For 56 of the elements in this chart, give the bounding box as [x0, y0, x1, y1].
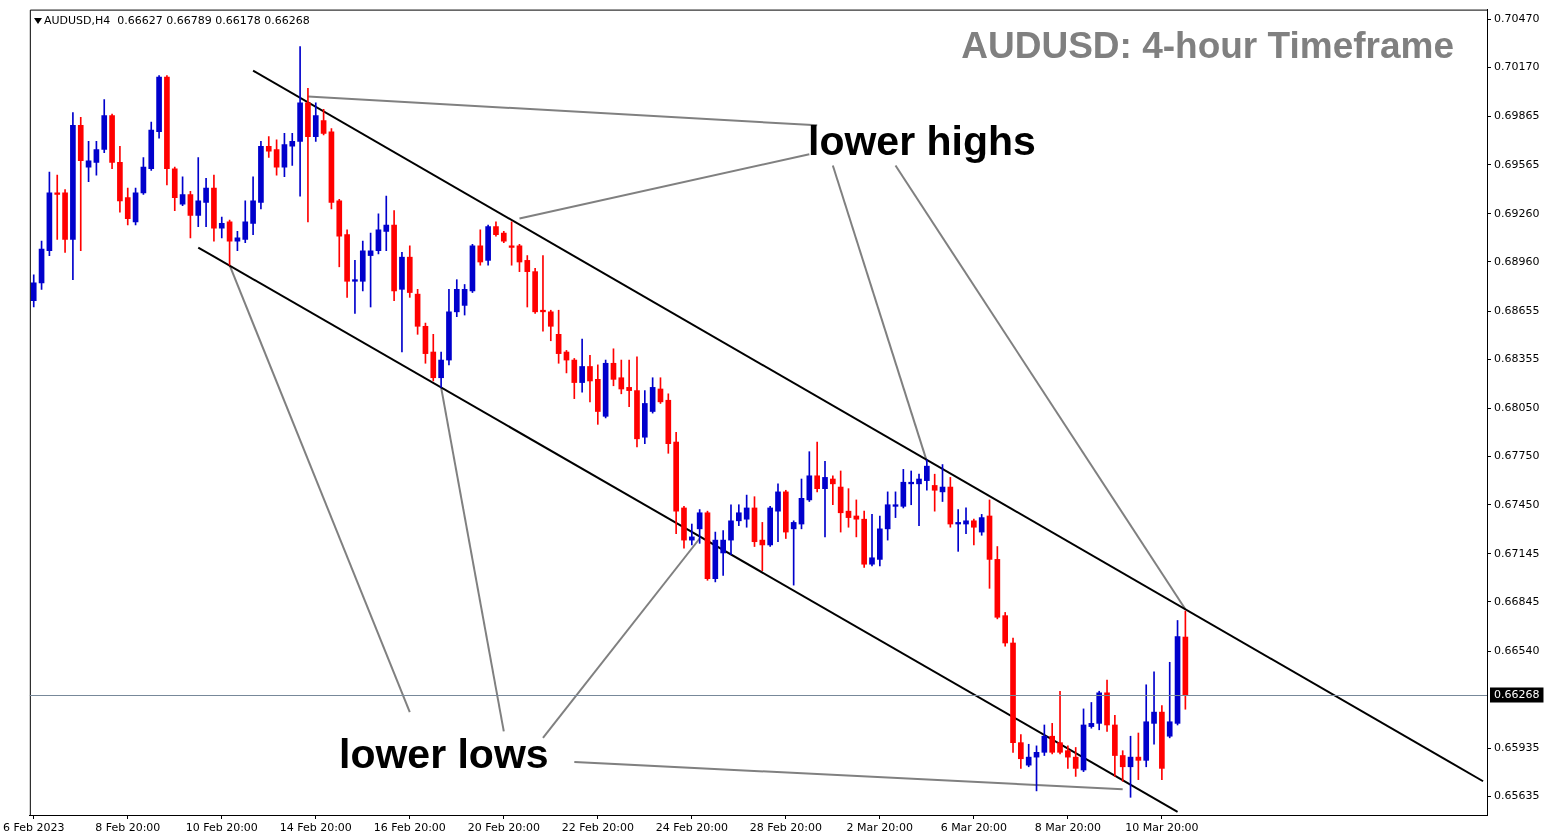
y-tick-label: 0.68050 [1494, 401, 1540, 415]
candlestick [54, 174, 61, 240]
candlestick [383, 195, 390, 252]
x-tick-label: 8 Feb 20:00 [95, 821, 161, 835]
y-tick-label: 0.68960 [1494, 254, 1540, 268]
candlestick [869, 514, 875, 567]
ref-line-label: 0.66268 [1494, 688, 1540, 702]
y-tick-label: 0.69260 [1494, 206, 1540, 220]
candlestick [759, 522, 766, 571]
candlestick [1166, 661, 1173, 739]
candlestick [1057, 690, 1063, 755]
annotation: AUDUSD,H4 0.66627 0.66789 0.66178 0.66268 [44, 14, 310, 27]
x-tick-label: 2 Mar 20:00 [846, 821, 914, 835]
candlestick [265, 136, 272, 158]
y-tick-label: 0.66540 [1494, 643, 1540, 657]
x-tick-label: 8 Mar 20:00 [1034, 821, 1102, 835]
candlestick [305, 88, 311, 223]
candlestick [626, 359, 632, 407]
candlestick [963, 507, 969, 534]
x-tick-label: 6 Feb 2023 [3, 821, 65, 835]
y-tick-label: 0.70470 [1494, 12, 1540, 26]
candlestick [830, 475, 836, 506]
y-tick-label: 0.67145 [1494, 546, 1540, 560]
candlestick [931, 473, 938, 512]
x-tick-label: 22 Feb 20:00 [561, 821, 634, 835]
candlestick [955, 509, 962, 552]
y-tick-label: 0.67450 [1494, 497, 1540, 511]
y-tick-label: 0.65935 [1494, 741, 1540, 755]
y-tick-label: 0.66845 [1494, 594, 1540, 608]
y-tick-label: 0.70170 [1494, 60, 1540, 74]
candlestick [540, 255, 546, 332]
chart-title: AUDUSD: 4-hour Timeframe [961, 25, 1454, 67]
x-tick-label: 14 Feb 20:00 [279, 821, 352, 835]
candlestick [524, 255, 531, 308]
candlestick [289, 133, 296, 166]
y-tick-label: 0.68655 [1494, 303, 1540, 317]
x-tick-label: 28 Feb 20:00 [749, 821, 822, 835]
y-tick-label: 0.69565 [1494, 157, 1540, 171]
x-tick-label: 20 Feb 20:00 [467, 821, 540, 835]
y-tick-label: 0.65635 [1494, 789, 1540, 803]
candlestick [908, 470, 915, 506]
candlestick [916, 473, 922, 526]
x-tick-label: 6 Mar 20:00 [940, 821, 1008, 835]
annotation: lower lows [339, 731, 549, 778]
y-tick-label: 0.67750 [1494, 449, 1540, 463]
candlestick [822, 461, 828, 538]
x-tick-label: 10 Mar 20:00 [1125, 821, 1199, 835]
x-tick-label: 24 Feb 20:00 [655, 821, 728, 835]
candlestick [195, 157, 202, 227]
annotation: lower highs [808, 118, 1036, 165]
candlestick [1151, 671, 1157, 745]
x-tick-label: 10 Feb 20:00 [185, 821, 258, 835]
y-tick-label: 0.69865 [1494, 109, 1540, 123]
y-tick-label: 0.68355 [1494, 352, 1540, 366]
candlestick [352, 260, 358, 314]
x-tick-label: 16 Feb 20:00 [373, 821, 446, 835]
